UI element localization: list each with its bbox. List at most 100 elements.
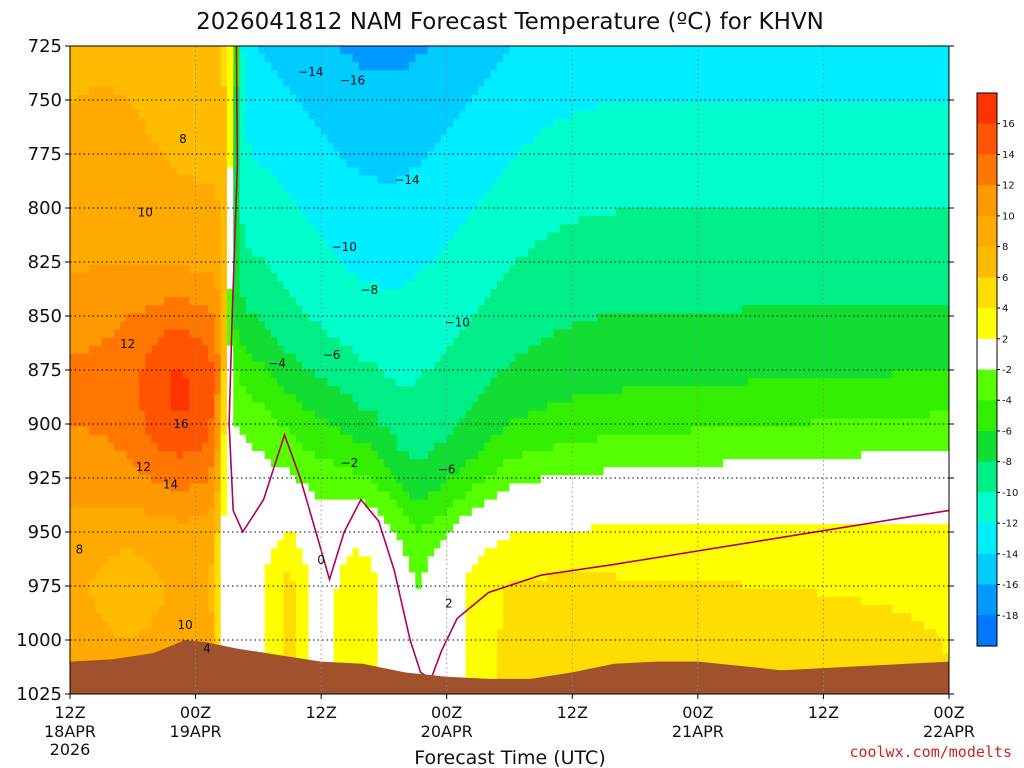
temperature-cell — [220, 442, 228, 452]
temperature-cell — [503, 588, 818, 598]
temperature-cell — [597, 434, 949, 444]
contour-label: 12 — [120, 337, 135, 351]
temperature-cell — [214, 604, 222, 614]
temperature-cell — [220, 370, 228, 379]
temperature-cell — [70, 572, 96, 582]
colorbar-label: -18 — [1002, 611, 1018, 622]
temperature-cell — [484, 499, 949, 509]
temperature-cell — [220, 475, 228, 485]
temperature-cell — [302, 402, 360, 412]
temperature-cell — [358, 353, 442, 363]
temperature-cell — [239, 232, 247, 242]
temperature-cell — [214, 418, 222, 428]
temperature-cell — [239, 175, 278, 185]
temperature-cell — [220, 451, 228, 460]
temperature-cell — [214, 280, 222, 290]
temperature-cell — [308, 653, 335, 663]
temperature-cell — [157, 337, 203, 347]
temperature-cell — [70, 264, 90, 274]
temperature-cell — [214, 410, 222, 420]
temperature-cell — [70, 370, 140, 379]
y-tick-label: 850 — [28, 306, 62, 327]
temperature-cell — [70, 515, 178, 525]
temperature-cell — [95, 572, 159, 582]
temperature-cell — [434, 442, 486, 452]
temperature-cell — [220, 434, 228, 444]
temperature-cell — [214, 426, 222, 436]
temperature-cell — [220, 426, 228, 436]
temperature-cell — [145, 410, 216, 420]
temperature-cell — [220, 499, 228, 509]
temperature-cell — [296, 629, 310, 639]
temperature-cell — [70, 604, 96, 614]
temperature-cell — [252, 248, 335, 258]
temperature-cell — [226, 256, 235, 266]
temperature-cell — [220, 321, 228, 331]
temperature-cell — [226, 151, 235, 161]
temperature-cell — [478, 451, 523, 460]
temperature-cell — [327, 135, 442, 144]
temperature-cell — [226, 102, 235, 112]
temperature-cell — [264, 54, 354, 63]
temperature-cell — [239, 378, 278, 387]
temperature-cell — [139, 110, 228, 120]
temperature-cell — [233, 378, 241, 387]
temperature-cell — [220, 54, 228, 63]
temperature-cell — [226, 224, 235, 234]
temperature-cell — [258, 46, 341, 55]
temperature-cell — [214, 475, 222, 485]
y-tick-label: 800 — [28, 198, 62, 219]
temperature-cell — [164, 580, 209, 590]
colorbar-swatch — [977, 215, 997, 248]
temperature-cell — [270, 548, 304, 558]
colorbar-label: -16 — [1002, 580, 1018, 591]
temperature-cell — [333, 629, 379, 639]
temperature-cell — [377, 451, 410, 460]
temperature-cell — [189, 402, 216, 412]
y-tick-label: 750 — [28, 90, 62, 111]
temperature-cell — [245, 70, 278, 80]
temperature-cell — [245, 240, 329, 250]
temperature-cell — [233, 216, 241, 225]
temperature-cell — [465, 102, 599, 112]
temperature-cell — [333, 653, 379, 663]
temperature-cell — [440, 353, 517, 363]
temperature-cell — [503, 426, 693, 436]
temperature-cell — [503, 596, 862, 606]
temperature-cell — [402, 483, 442, 493]
temperature-cell — [415, 54, 505, 63]
temperature-cell — [270, 556, 304, 566]
temperature-cell — [339, 426, 392, 436]
temperature-cell — [220, 361, 228, 371]
temperature-cell — [252, 442, 304, 452]
temperature-cell — [220, 297, 228, 306]
temperature-cell — [164, 329, 191, 339]
temperature-cell — [239, 337, 278, 347]
temperature-cell — [283, 588, 297, 598]
contour-label: 12 — [136, 460, 151, 474]
temperature-cell — [145, 507, 209, 517]
temperature-cell — [233, 402, 266, 412]
colorbar-swatch — [977, 492, 997, 524]
temperature-cell — [226, 321, 235, 331]
temperature-cell — [226, 426, 241, 436]
temperature-cell — [421, 370, 498, 379]
temperature-cell — [377, 613, 467, 622]
temperature-cell — [226, 167, 235, 177]
temperature-cell — [214, 596, 222, 606]
temperature-cell — [402, 548, 435, 558]
temperature-cell — [377, 418, 461, 428]
temperature-cell — [220, 532, 285, 541]
x-tick-hour: 00Z — [933, 703, 964, 722]
colorbar-label: 10 — [1002, 211, 1015, 222]
temperature-cell — [214, 451, 222, 460]
temperature-cell — [164, 596, 209, 606]
temperature-cell — [296, 653, 310, 663]
temperature-cell — [296, 94, 473, 104]
temperature-cell — [358, 402, 473, 412]
temperature-cell — [509, 264, 949, 274]
temperature-cell — [277, 272, 360, 282]
temperature-cell — [264, 596, 285, 606]
temperature-cell — [70, 378, 140, 387]
x-tick-hour: 00Z — [180, 703, 211, 722]
